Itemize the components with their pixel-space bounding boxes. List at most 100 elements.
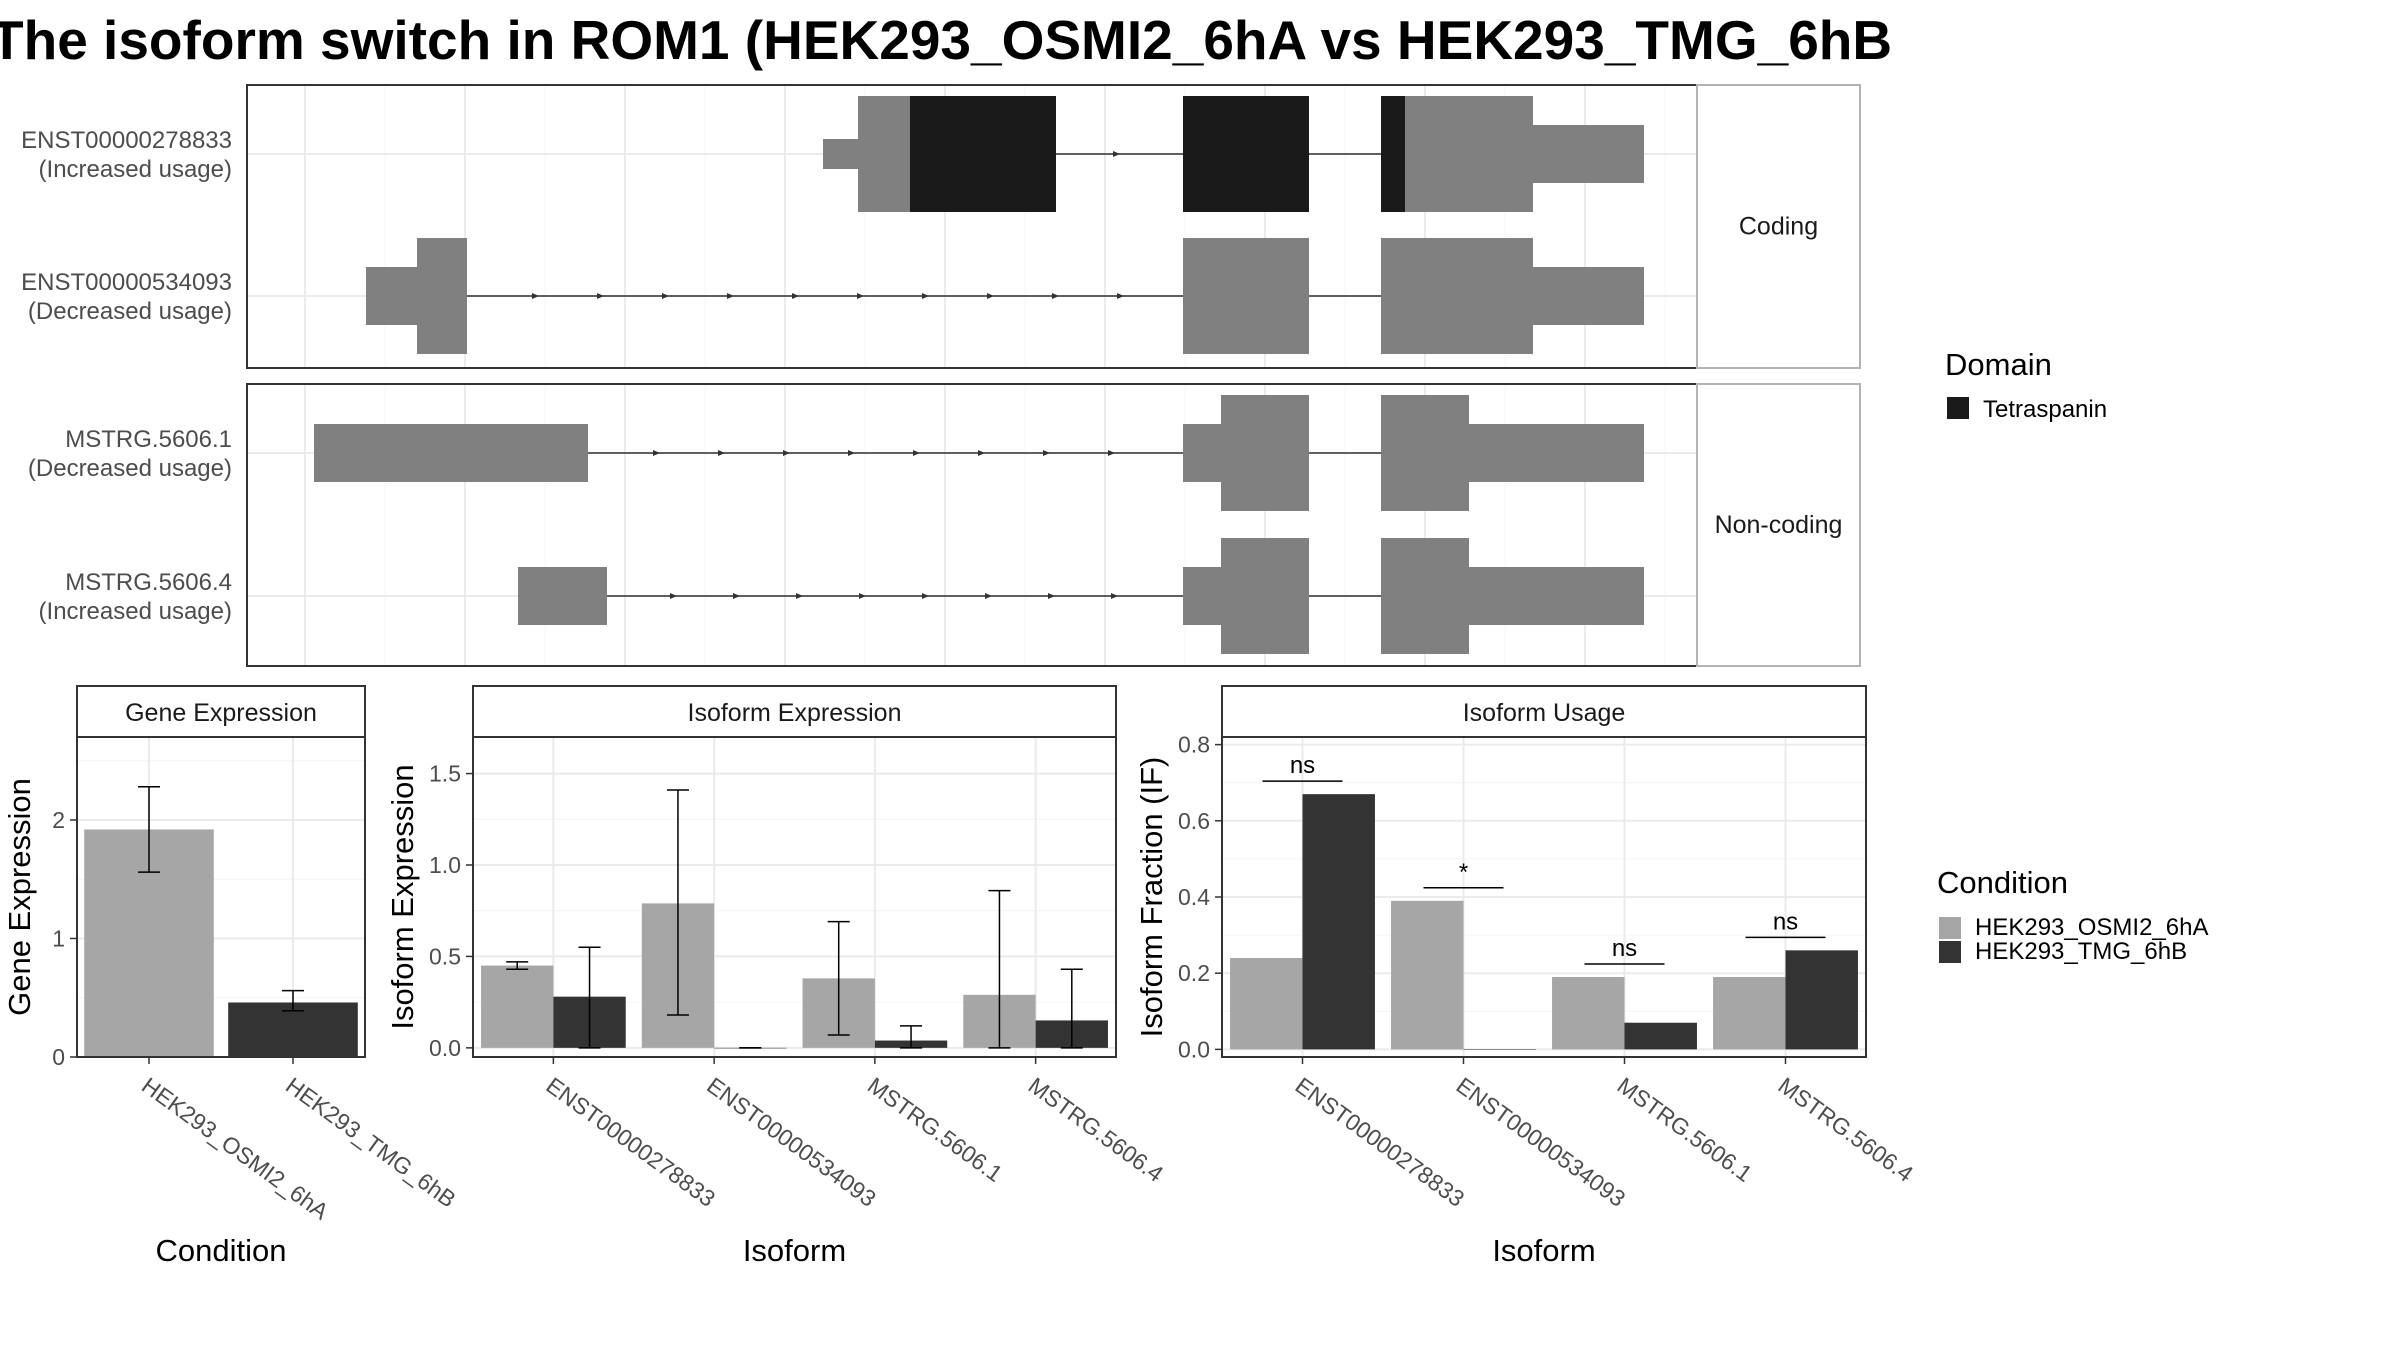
strand-arrow [662, 293, 669, 299]
transcript-label: ENST00000534093 [21, 269, 232, 296]
domain-legend-title: Domain [1945, 347, 2052, 382]
tetraspanin-domain [1183, 96, 1309, 212]
strand-arrow [532, 293, 539, 299]
legend-label-condition-a: HEK293_OSMI2_6hA [1975, 914, 2208, 941]
x-tick-label: ENST00000534093 [1452, 1072, 1631, 1212]
x-tick-label: MSTRG.5606.4 [1774, 1072, 1919, 1187]
transcript-label: ENST00000278833 [21, 127, 232, 154]
y-tick-label: 0.0 [429, 1035, 461, 1061]
panel-strip [1221, 685, 1867, 738]
transcript-label: MSTRG.5606.1 [65, 426, 232, 453]
exon-block [1469, 567, 1644, 625]
y-tick-label: 0.0 [1178, 1036, 1210, 1062]
transcript-usage-note: (Increased usage) [39, 156, 232, 183]
significance-label: ns [1773, 908, 1798, 935]
transcript-label: MSTRG.5606.4 [65, 569, 232, 596]
exon-block [314, 424, 588, 482]
strand-arrow [1117, 293, 1124, 299]
bar [1624, 1022, 1697, 1050]
significance-label: ns [1612, 935, 1637, 962]
x-axis-title: Isoform [1492, 1233, 1595, 1268]
x-tick-label: ENST00000278833 [1291, 1072, 1470, 1212]
bar [1391, 900, 1464, 1050]
panel-title: Gene Expression [125, 699, 317, 727]
y-tick-label: 0.4 [1178, 884, 1210, 910]
exon-block [1381, 538, 1469, 654]
exon-block [1381, 395, 1469, 511]
bar [1463, 1049, 1536, 1050]
transcript-usage-note: (Decreased usage) [28, 298, 232, 325]
y-axis-title: Isoform Fraction (IF) [1134, 757, 1169, 1038]
bar [1230, 957, 1303, 1050]
panel-title: Isoform Expression [688, 699, 902, 727]
legend-key-tetraspanin [1947, 397, 1969, 419]
x-tick-label: ENST00000534093 [702, 1072, 881, 1212]
facet-label: Coding [1739, 213, 1818, 241]
x-axis-title: Condition [156, 1233, 287, 1268]
transcript-usage-note: (Increased usage) [39, 598, 232, 625]
y-tick-label: 1 [52, 925, 65, 951]
x-tick-label: MSTRG.5606.1 [1613, 1072, 1758, 1187]
strand-arrow [670, 593, 677, 599]
strand-arrow [922, 593, 929, 599]
y-tick-label: 0.8 [1178, 732, 1210, 758]
strand-arrow [987, 293, 994, 299]
strand-arrow [597, 293, 604, 299]
y-axis-title: Isoform Expression [385, 764, 420, 1029]
condition-legend-title: Condition [1937, 865, 2068, 900]
facet-strip [1696, 383, 1861, 667]
strand-arrow [783, 450, 790, 456]
strand-arrow [1111, 593, 1118, 599]
x-tick-label: MSTRG.5606.4 [1024, 1072, 1169, 1187]
bar [1713, 977, 1786, 1050]
strand-arrow [1052, 293, 1059, 299]
strand-arrow [922, 293, 929, 299]
panel-strip [472, 685, 1117, 738]
exon-block [366, 267, 417, 325]
facet-strip [1696, 84, 1861, 369]
legend-key-condition-a [1939, 917, 1961, 939]
strand-arrow [718, 450, 725, 456]
transcript-usage-note: (Decreased usage) [28, 455, 232, 482]
exon-block [1405, 96, 1533, 212]
tetraspanin-domain [1381, 96, 1405, 212]
strand-arrow [733, 593, 740, 599]
strand-arrow [848, 450, 855, 456]
strand-arrow [1113, 151, 1120, 157]
strand-arrow [1048, 593, 1055, 599]
legend-label-condition-b: HEK293_TMG_6hB [1975, 938, 2187, 965]
exon-block [1221, 395, 1309, 511]
exon-block [1183, 424, 1221, 482]
exon-block [1533, 125, 1644, 183]
x-tick-label: MSTRG.5606.1 [863, 1072, 1008, 1187]
facet-label: Non-coding [1715, 511, 1843, 539]
strand-arrow [913, 450, 920, 456]
bar [228, 1002, 358, 1057]
y-tick-label: 0 [52, 1044, 65, 1070]
y-tick-label: 0.6 [1178, 808, 1210, 834]
strand-arrow [1043, 450, 1050, 456]
y-tick-label: 1.5 [429, 761, 461, 787]
bar [1552, 977, 1625, 1050]
exon-block [1381, 238, 1533, 354]
strand-arrow [985, 593, 992, 599]
significance-label: * [1459, 859, 1468, 886]
legend-key-condition-b [1939, 941, 1961, 963]
significance-label: ns [1290, 752, 1315, 779]
y-tick-label: 0.2 [1178, 960, 1210, 986]
y-tick-label: 0.5 [429, 943, 461, 969]
strand-arrow [796, 593, 803, 599]
legend-label-tetraspanin: Tetraspanin [1983, 396, 2107, 423]
exon-block [1533, 267, 1644, 325]
exon-block [1469, 424, 1644, 482]
panel-title: Isoform Usage [1463, 699, 1626, 727]
strand-arrow [978, 450, 985, 456]
exon-block [417, 238, 467, 354]
exon-block [1183, 567, 1221, 625]
tetraspanin-domain [910, 96, 1056, 212]
y-tick-label: 1.0 [429, 852, 461, 878]
strand-arrow [1108, 450, 1115, 456]
exon-block [823, 139, 858, 169]
bar [1785, 950, 1858, 1050]
